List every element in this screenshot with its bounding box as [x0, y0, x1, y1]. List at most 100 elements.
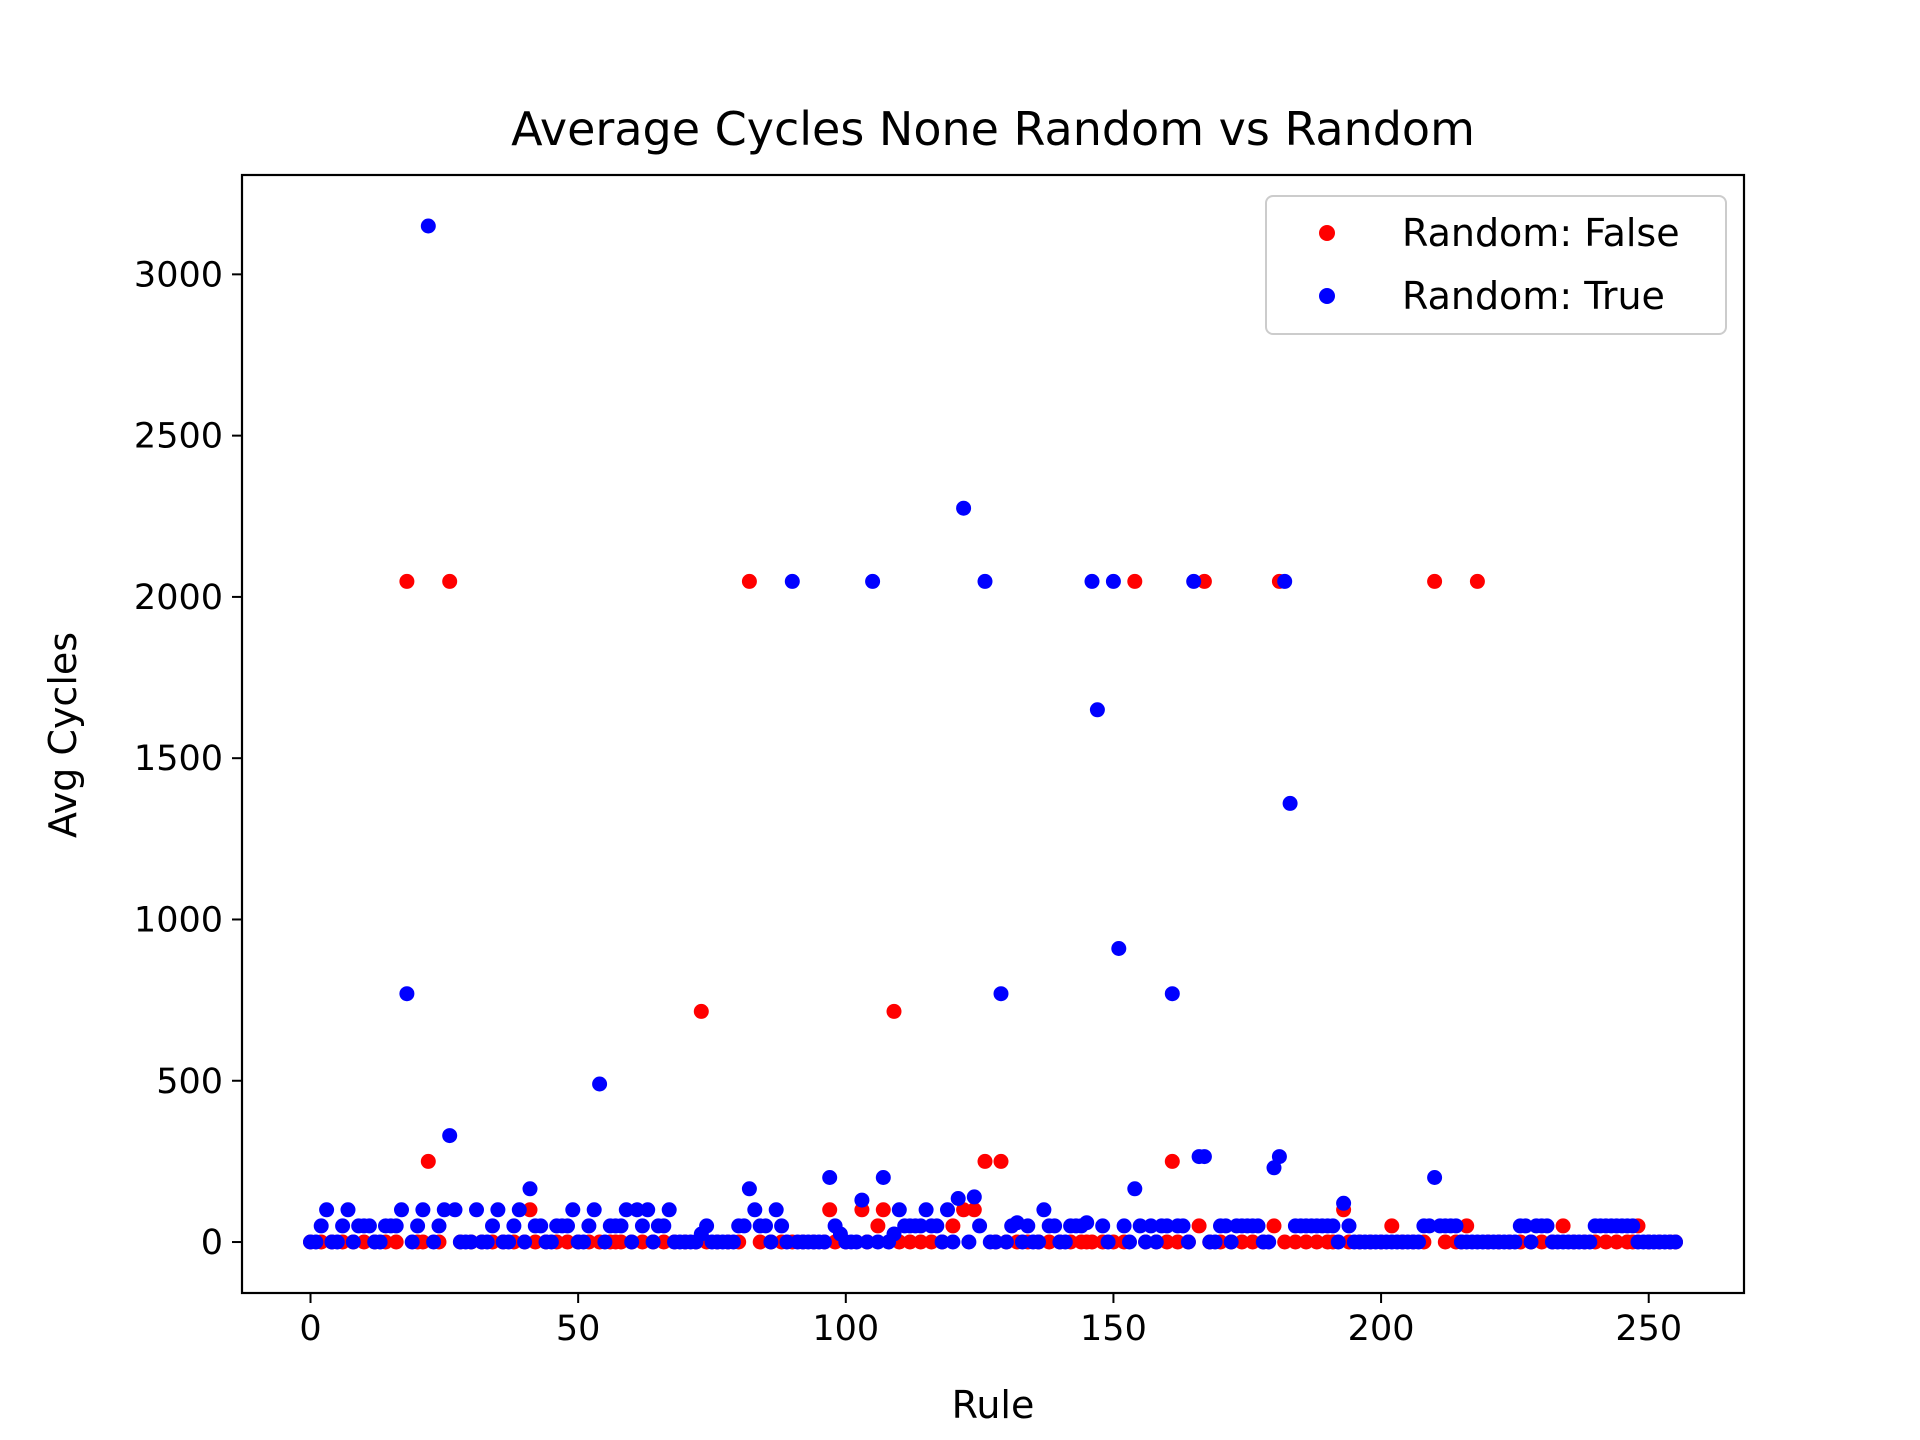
data-point-random-true — [613, 1218, 629, 1234]
data-point-random-true — [1079, 1215, 1095, 1231]
data-point-random-true — [1218, 1218, 1234, 1234]
data-point-random-false — [656, 1234, 672, 1250]
x-axis: 0 50 100 150 200 250 — [299, 1293, 1682, 1349]
data-point-random-false — [1127, 573, 1143, 589]
data-point-random-true — [469, 1202, 484, 1218]
data-point-random-true — [1336, 1195, 1352, 1211]
data-point-random-true — [1138, 1234, 1154, 1250]
data-point-random-true — [394, 1202, 409, 1218]
data-point-random-true — [431, 1218, 447, 1234]
data-point-random-true — [998, 1234, 1014, 1250]
data-point-random-true — [741, 1181, 757, 1197]
data-point-random-false — [1164, 1153, 1180, 1169]
data-point-random-false — [1287, 1234, 1303, 1250]
data-point-random-true — [1271, 1149, 1287, 1165]
data-point-random-true — [533, 1218, 549, 1234]
data-point-random-true — [319, 1202, 335, 1218]
data-point-random-true — [335, 1218, 351, 1234]
data-point-random-true — [1186, 573, 1202, 589]
data-point-random-false — [956, 1202, 972, 1218]
data-point-random-false — [1191, 1218, 1207, 1234]
data-point-random-true — [1148, 1234, 1164, 1250]
data-point-random-true — [758, 1218, 773, 1234]
chart-title: Average Cycles None Random vs Random — [511, 102, 1475, 156]
data-point-random-false — [822, 1202, 838, 1218]
data-point-random-false — [1245, 1234, 1261, 1250]
data-point-random-false — [923, 1234, 939, 1250]
data-point-random-true — [988, 1234, 1004, 1250]
data-point-random-true — [1084, 573, 1100, 589]
data-point-random-true — [490, 1202, 506, 1218]
data-point-random-true — [768, 1202, 784, 1218]
data-point-random-true — [940, 1202, 955, 1218]
data-point-random-false — [388, 1234, 404, 1250]
data-point-random-true — [1020, 1218, 1036, 1234]
data-point-random-true — [634, 1218, 650, 1234]
data-point-random-false — [1534, 1234, 1550, 1250]
data-point-random-true — [361, 1218, 377, 1234]
data-point-random-false — [356, 1234, 372, 1250]
data-point-random-true — [1421, 1218, 1437, 1234]
data-point-random-true — [972, 1218, 988, 1234]
data-point-random-true — [511, 1202, 527, 1218]
legend-marker-random-false — [1319, 225, 1335, 241]
data-point-random-true — [950, 1191, 966, 1206]
data-point-random-false — [870, 1218, 886, 1234]
data-point-random-true — [1261, 1234, 1277, 1250]
data-point-random-true — [576, 1234, 591, 1250]
data-point-random-true — [891, 1202, 907, 1218]
data-point-random-true — [1518, 1218, 1534, 1234]
data-point-random-false — [1196, 573, 1212, 589]
y-tick-label: 3000 — [134, 255, 223, 295]
legend-marker-random-true — [1319, 288, 1335, 304]
x-tick-label: 100 — [812, 1309, 879, 1349]
data-point-random-true — [913, 1218, 929, 1234]
data-point-random-false — [1598, 1234, 1614, 1250]
data-point-random-true — [404, 1234, 420, 1250]
y-axis: 0 500 1000 1500 2000 2500 3000 — [134, 255, 242, 1263]
data-point-random-false — [1609, 1234, 1625, 1250]
data-point-random-true — [1180, 1234, 1196, 1250]
series-random-true — [303, 218, 1683, 1250]
data-point-random-true — [736, 1218, 752, 1234]
data-point-random-true — [956, 500, 972, 516]
x-axis-label: Rule — [952, 1383, 1035, 1427]
y-tick-label: 2500 — [134, 417, 223, 457]
data-point-random-false — [527, 1234, 543, 1250]
data-point-random-true — [993, 986, 1009, 1002]
data-point-random-true — [1057, 1234, 1073, 1250]
y-tick-label: 0 — [201, 1223, 223, 1263]
data-point-random-true — [618, 1202, 634, 1218]
data-point-random-true — [629, 1202, 645, 1218]
data-point-random-true — [1164, 986, 1180, 1002]
data-point-random-true — [1143, 1218, 1159, 1234]
data-point-random-true — [779, 1234, 795, 1250]
data-point-random-true — [849, 1234, 864, 1250]
data-point-random-false — [415, 1234, 431, 1250]
data-point-random-true — [399, 986, 415, 1002]
data-point-random-true — [426, 1234, 442, 1250]
y-tick-label: 1000 — [134, 900, 223, 940]
data-point-random-true — [865, 573, 881, 589]
data-point-random-true — [784, 573, 800, 589]
data-point-random-true — [1207, 1234, 1223, 1250]
data-point-random-true — [859, 1234, 875, 1250]
data-point-random-true — [945, 1234, 961, 1250]
data-point-random-false — [886, 1003, 902, 1019]
data-point-random-true — [918, 1202, 934, 1218]
x-tick-label: 50 — [556, 1309, 601, 1349]
data-point-random-true — [1282, 795, 1298, 811]
data-point-random-true — [1122, 1234, 1137, 1250]
data-point-random-false — [902, 1234, 918, 1250]
data-point-random-true — [592, 1076, 608, 1092]
data-point-random-true — [560, 1218, 575, 1234]
data-point-random-true — [1582, 1234, 1598, 1250]
data-point-random-true — [340, 1202, 356, 1218]
data-point-random-false — [993, 1153, 1009, 1169]
legend-box — [1265, 195, 1727, 335]
data-point-random-false — [613, 1234, 629, 1250]
plot-frame — [240, 173, 1746, 1295]
data-point-random-true — [345, 1234, 361, 1250]
data-point-random-true — [410, 1218, 426, 1234]
